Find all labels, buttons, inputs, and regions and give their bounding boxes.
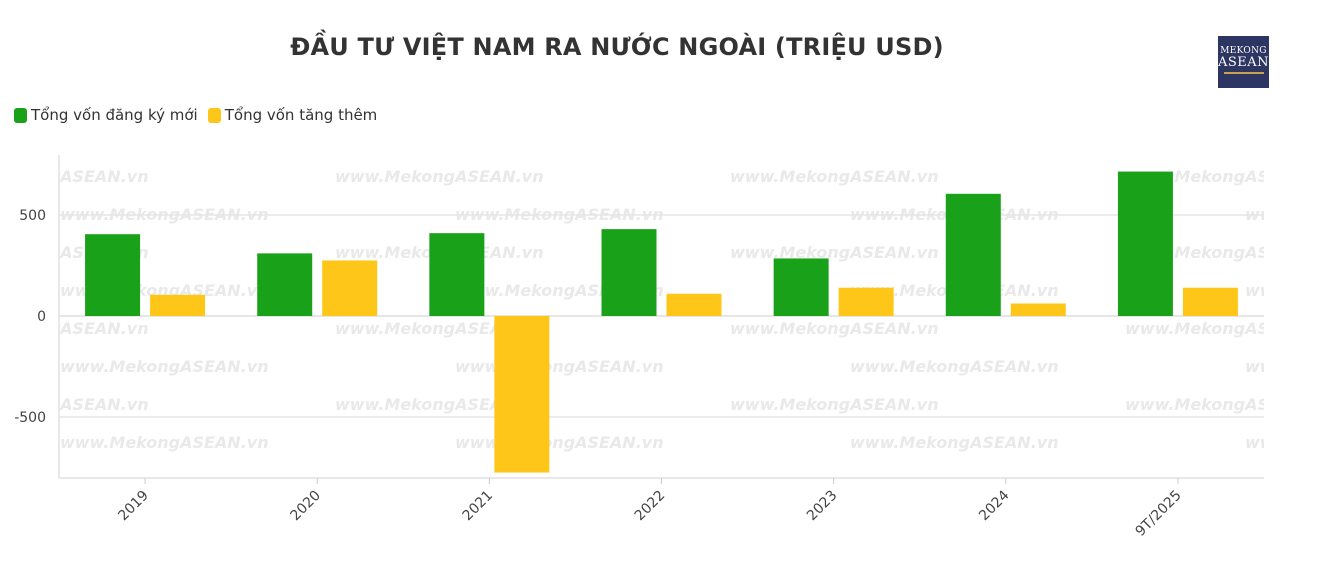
mekong-asean-logo: MEKONG ASEAN bbox=[1218, 36, 1269, 88]
y-tick-label: 0 bbox=[37, 309, 46, 325]
watermark-text: www.MekongASEAN.vn bbox=[1245, 357, 1326, 376]
bars bbox=[85, 171, 1238, 473]
bar-new-capital-2020[interactable] bbox=[257, 253, 313, 316]
watermark-text: www.MekongASEAN.vn bbox=[335, 395, 544, 414]
watermark-text: www.MekongASEAN.vn bbox=[0, 167, 149, 186]
legend-label-new-capital: Tổng vốn đăng ký mới bbox=[31, 106, 198, 124]
y-tick-label: -500 bbox=[14, 410, 46, 426]
axes bbox=[58, 155, 1264, 484]
y-tick-labels: -500 0 500 bbox=[14, 208, 46, 426]
legend-item-added-capital[interactable]: Tổng vốn tăng thêm bbox=[207, 106, 378, 124]
watermark-text: www.MekongASEAN.vn bbox=[1125, 319, 1326, 338]
watermark-text: www.MekongASEAN.vn bbox=[455, 433, 664, 452]
watermark-text: www.MekongASEAN.vn bbox=[1245, 433, 1326, 452]
bar-new-capital-9T/2025[interactable] bbox=[1117, 171, 1173, 316]
watermark-text: www.MekongASEAN.vn bbox=[0, 319, 149, 338]
bar-new-capital-2019[interactable] bbox=[85, 234, 141, 316]
grid-lines bbox=[59, 214, 1264, 418]
bar-new-capital-2024[interactable] bbox=[945, 193, 1001, 316]
legend-item-new-capital[interactable]: Tổng vốn đăng ký mới bbox=[14, 106, 198, 124]
x-tick-label: 2022 bbox=[632, 488, 669, 525]
watermark-text: www.MekongASEAN.vn bbox=[850, 357, 1059, 376]
watermark-text: www.MekongASEAN.vn bbox=[730, 243, 939, 262]
chart-title: ĐẦU TƯ VIỆT NAM RA NƯỚC NGOÀI (TRIỆU USD… bbox=[290, 33, 944, 61]
bar-added-capital-2019[interactable] bbox=[150, 294, 206, 316]
bar-new-capital-2023[interactable] bbox=[773, 258, 829, 316]
x-tick-label: 2024 bbox=[976, 487, 1013, 524]
bar-added-capital-2023[interactable] bbox=[838, 287, 894, 316]
watermark-text: www.MekongASEAN.vn bbox=[730, 319, 939, 338]
legend: Tổng vốn đăng ký mới Tổng vốn tăng thêm bbox=[14, 106, 387, 124]
bar-added-capital-2022[interactable] bbox=[666, 293, 722, 316]
x-tick-label: 2021 bbox=[460, 488, 497, 525]
bar-added-capital-9T/2025[interactable] bbox=[1182, 287, 1238, 316]
watermark-text: www.MekongASEAN.vn bbox=[1245, 281, 1326, 300]
x-tick-label: 2020 bbox=[288, 488, 325, 525]
legend-swatch-new-capital bbox=[14, 107, 27, 123]
legend-swatch-added-capital bbox=[207, 107, 221, 123]
watermark-text: www.MekongASEAN.vn bbox=[60, 357, 269, 376]
watermark-text: www.MekongASEAN.vn bbox=[730, 167, 939, 186]
watermark-text: www.MekongASEAN.vn bbox=[0, 395, 149, 414]
bar-added-capital-2024[interactable] bbox=[1010, 303, 1066, 316]
watermark-text: www.MekongASEAN.vn bbox=[730, 395, 939, 414]
x-tick-label: 9T/2025 bbox=[1133, 488, 1185, 540]
logo-line2: ASEAN bbox=[1218, 55, 1270, 70]
bar-new-capital-2021[interactable] bbox=[429, 233, 485, 316]
x-tick-labels: 2019 2020 2021 2022 2023 2024 9T/2025 bbox=[115, 487, 1184, 539]
bar-added-capital-2020[interactable] bbox=[322, 260, 378, 316]
watermark-text: www.MekongASEAN.vn bbox=[455, 357, 664, 376]
watermark-text: www.MekongASEAN.vn bbox=[60, 433, 269, 452]
y-tick-label: 500 bbox=[19, 208, 46, 224]
watermark-text: www.MekongASEAN.vn bbox=[850, 433, 1059, 452]
logo-line1: MEKONG bbox=[1220, 46, 1267, 56]
watermark-text: www.MekongASEAN.vn bbox=[335, 167, 544, 186]
bar-added-capital-2021[interactable] bbox=[494, 316, 550, 473]
x-tick-label: 2019 bbox=[115, 488, 152, 525]
legend-label-added-capital: Tổng vốn tăng thêm bbox=[224, 106, 378, 124]
watermark-text: www.MekongASEAN.vn bbox=[1125, 395, 1326, 414]
x-tick-label: 2023 bbox=[804, 488, 841, 525]
watermark-text: www.MekongASEAN.vn bbox=[335, 319, 544, 338]
logo-underline bbox=[1223, 72, 1264, 74]
bar-new-capital-2022[interactable] bbox=[601, 229, 657, 316]
